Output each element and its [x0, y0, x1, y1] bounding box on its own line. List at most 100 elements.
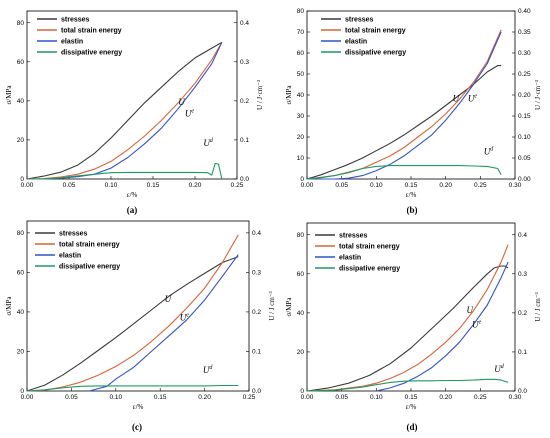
y-right-tick-label: 0.2 — [518, 310, 527, 317]
x-tick-label: 0.15 — [147, 182, 160, 189]
x-tick-label: 0.20 — [439, 394, 452, 401]
y-left-tick-label: 80 — [297, 8, 305, 15]
y-right-tick-label: 0.1 — [518, 349, 527, 356]
y-right-tick-label: 0.3 — [240, 59, 249, 66]
y-right-tick-label: 0.00 — [518, 176, 531, 183]
plot-frame — [26, 220, 250, 392]
x-tick-label: 0.10 — [370, 394, 383, 401]
y-left-tick-label: 70 — [297, 29, 305, 36]
y-left-axis-title: σ/MPa — [5, 296, 13, 316]
chart-panel-4: 0.00 0.05 0.10 0.15 0.20 0.25 0.30 0 20 40 60 80 0.0… — [285, 222, 542, 432]
y-left-tick-label: 0 — [20, 176, 24, 183]
y-right-tick-label: 0.2 — [252, 309, 261, 316]
legend-label: elastin — [339, 255, 361, 262]
series-line-stresses — [306, 65, 502, 180]
legend: stresses total strain energy elastin dissip… — [315, 233, 400, 273]
legend-label: total strain energy — [339, 244, 400, 251]
y-left-tick-label: 0 — [300, 388, 304, 395]
chart-panel-1: 0.00 0.05 0.10 0.15 0.20 0.25 0 20 40 60 80 0.0 0.1 0… — [5, 10, 264, 215]
y-right-tick-label: 0.10 — [518, 134, 531, 141]
y-left-axis-title: σ/MPa — [5, 85, 13, 105]
y-right-tick-label: 0.4 — [518, 232, 527, 239]
series-line-dissipative-energy — [26, 384, 239, 392]
series-line-dissipative-energy — [27, 162, 223, 180]
curve-label: Ue — [468, 93, 478, 103]
y-left-tick-label: 50 — [297, 71, 305, 78]
legend-label: stresses — [339, 233, 368, 240]
x-tick-label: 0.00 — [21, 182, 34, 189]
legend: stresses total strain energy elastin dissip… — [35, 231, 120, 271]
series-line-stresses — [306, 265, 509, 392]
chart-panel-3: 0.00 0.05 0.10 0.15 0.20 0.25 0 20 40 60 80 0.0 0.1 0… — [5, 220, 276, 432]
curve-label: Ud — [203, 138, 214, 148]
legend-label: total strain energy — [59, 242, 120, 249]
x-axis-title: ε/% — [127, 191, 138, 199]
y-left-axis-title: σ/MPa — [285, 297, 293, 317]
y-right-tick-label: 0.0 — [240, 176, 249, 183]
x-tick-label: 0.00 — [301, 394, 314, 401]
legend-label: elastin — [59, 253, 81, 260]
legend: stresses total strain energy elastin dissip… — [37, 17, 122, 57]
x-tick-label: 0.25 — [474, 182, 487, 189]
panel-label: (b) — [407, 205, 418, 215]
curve-label: Ud — [203, 365, 214, 375]
x-tick-label: 0.00 — [21, 394, 34, 401]
y-left-tick-label: 20 — [297, 349, 305, 356]
legend-label: dissipative energy — [59, 264, 120, 271]
y-left-tick-label: 80 — [297, 232, 305, 239]
x-tick-label: 0.25 — [231, 182, 244, 189]
x-axis-title: ε/% — [406, 191, 417, 199]
y-left-tick-label: 20 — [17, 137, 25, 144]
y-right-axis-title: U / J·cm⁻³ — [534, 80, 542, 110]
y-left-tick-label: 60 — [297, 50, 305, 57]
x-tick-label: 0.05 — [63, 182, 76, 189]
x-tick-label: 0.05 — [65, 394, 78, 401]
x-tick-label: 0.10 — [370, 182, 383, 189]
y-right-tick-label: 0.4 — [240, 20, 249, 27]
y-right-tick-label: 0.0 — [518, 388, 527, 395]
y-right-tick-label: 0.25 — [518, 71, 531, 78]
y-left-tick-label: 80 — [17, 20, 25, 27]
legend-label: total strain energy — [345, 28, 406, 35]
curve-label: Ue — [180, 313, 190, 323]
y-right-tick-label: 0.0 — [252, 388, 261, 395]
curve-label: U — [165, 294, 172, 304]
curve-label: Ue — [185, 108, 195, 118]
y-left-tick-label: 0 — [20, 388, 24, 395]
y-right-tick-label: 0.35 — [518, 29, 531, 36]
series-line-stresses — [26, 41, 223, 180]
curve-label: U — [466, 305, 473, 315]
y-left-tick-label: 60 — [297, 271, 305, 278]
legend-label: stresses — [59, 231, 88, 238]
x-tick-label: 0.25 — [243, 394, 256, 401]
x-tick-label: 0.10 — [105, 182, 118, 189]
y-right-tick-label: 0.1 — [240, 137, 249, 144]
y-right-axis-title: U / J·cm⁻³ — [256, 80, 264, 110]
chart-panel-2: 0.00 0.05 0.10 0.15 0.20 0.25 0.30 0 10 20 30 40 50 6… — [285, 8, 542, 215]
legend-label: dissipative energy — [345, 50, 406, 57]
plot-frame — [26, 10, 238, 180]
x-tick-label: 0.15 — [154, 394, 167, 401]
y-left-axis-title: σ/MPa — [285, 85, 293, 105]
legend-label: elastin — [61, 39, 83, 46]
curve-label: Ud — [484, 147, 495, 157]
curve-label: Ud — [494, 364, 505, 374]
y-left-tick-label: 40 — [297, 310, 305, 317]
y-left-tick-label: 10 — [297, 155, 305, 162]
y-right-tick-label: 0.3 — [252, 270, 261, 277]
y-right-tick-label: 0.1 — [252, 349, 261, 356]
series-line-total-strain-energy — [306, 244, 509, 392]
y-left-tick-label: 80 — [17, 230, 25, 237]
curve-label: U — [178, 97, 185, 107]
y-right-tick-label: 0.4 — [252, 230, 261, 237]
x-tick-label: 0.20 — [198, 394, 211, 401]
legend-label: stresses — [345, 17, 374, 24]
y-right-tick-label: 0.20 — [518, 92, 531, 99]
y-right-tick-label: 0.40 — [518, 8, 531, 15]
y-right-tick-label: 0.15 — [518, 113, 531, 120]
series-line-dissipative-energy — [306, 165, 502, 180]
x-tick-label: 0.15 — [405, 394, 418, 401]
y-left-tick-label: 40 — [17, 98, 25, 105]
x-tick-label: 0.05 — [335, 182, 348, 189]
